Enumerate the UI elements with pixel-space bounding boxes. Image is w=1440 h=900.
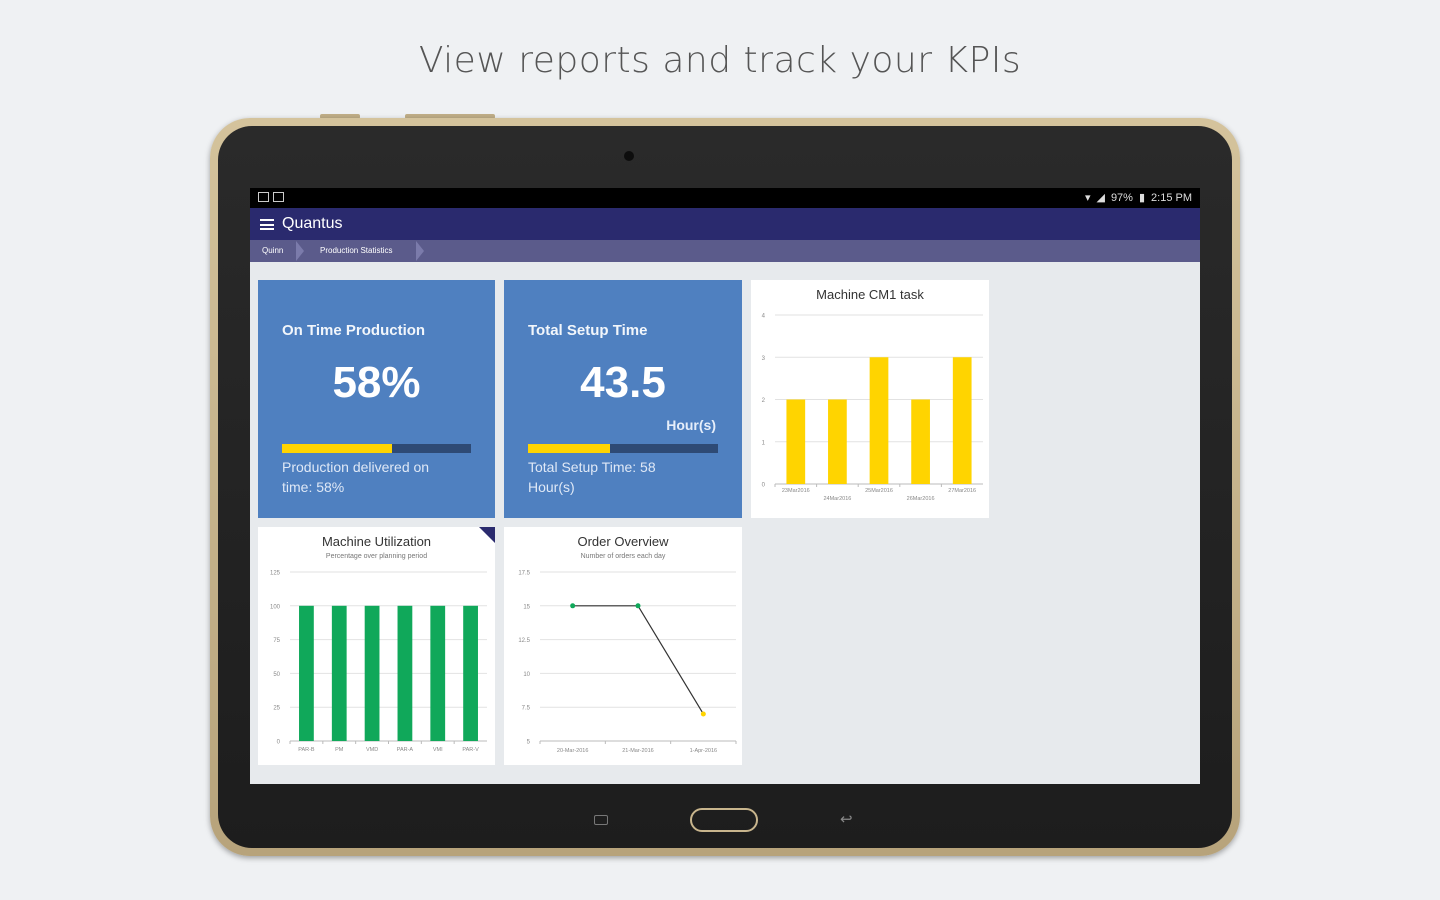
chart-subtitle: Number of orders each day	[580, 553, 666, 560]
recent-apps-icon[interactable]	[594, 815, 608, 825]
chart-card-order-overview[interactable]: Order Overview Number of orders each day…	[504, 527, 742, 765]
corner-flag-icon	[479, 527, 495, 543]
x-tick-label: 20-Mar-2016	[557, 748, 589, 754]
y-tick-label: 3	[762, 356, 766, 362]
kpi-title: On Time Production	[282, 322, 426, 339]
x-tick-label: VMI	[433, 747, 443, 753]
data-point[interactable]	[570, 603, 576, 609]
camera-icon	[624, 151, 634, 161]
y-tick-label: 100	[270, 604, 281, 610]
y-tick-label: 50	[273, 672, 280, 678]
kpi-card-on-time-production[interactable]: On Time Production 58% Production delive…	[258, 280, 495, 518]
app-bar: Quantus	[250, 208, 1200, 240]
kpi-description: Production delivered on time: 58%	[282, 459, 430, 495]
y-tick-label: 10	[523, 672, 530, 678]
y-tick-label: 125	[270, 571, 281, 577]
y-tick-label: 5	[527, 740, 531, 746]
x-tick-label: 25Mar2016	[865, 488, 893, 494]
wifi-icon: ▾	[1084, 192, 1091, 204]
bar[interactable]	[952, 357, 972, 484]
bar[interactable]	[331, 605, 347, 741]
kpi-progress-bar	[528, 444, 718, 453]
data-point[interactable]	[635, 603, 641, 609]
chart-card-machine-utilization[interactable]: Machine Utilization Percentage over plan…	[258, 527, 495, 765]
bar[interactable]	[430, 605, 446, 741]
tablet-volume-button	[320, 114, 360, 119]
bar[interactable]	[786, 399, 806, 485]
y-tick-label: 17.5	[518, 571, 530, 577]
back-arrow-icon[interactable]: ↩	[840, 811, 853, 828]
breadcrumb-item-production-statistics[interactable]: Production Statistics	[320, 246, 393, 255]
y-tick-label: 0	[762, 483, 766, 489]
bar[interactable]	[397, 605, 413, 741]
y-tick-label: 1	[762, 440, 766, 446]
x-tick-label: 23Mar2016	[782, 488, 810, 494]
y-tick-label: 7.5	[522, 706, 531, 712]
tablet-power-button	[405, 114, 495, 119]
x-tick-label: PAR-A	[397, 747, 414, 753]
tablet-screen: ▾ ◢ 97% ▮ 2:15 PM Quantus Quinn Producti…	[250, 188, 1200, 784]
y-tick-label: 12.5	[518, 638, 530, 644]
line-chart-orders: 5 7.5 10 12.5 15 17.5 20-Mar-2016 21-Mar-2016 1-…	[518, 571, 737, 754]
bar[interactable]	[364, 605, 380, 741]
breadcrumb-item-home[interactable]: Quinn	[262, 246, 284, 255]
bar[interactable]	[911, 399, 930, 485]
status-bar: ▾ ◢ 97% ▮ 2:15 PM	[250, 188, 1200, 208]
app-title: Quantus	[282, 215, 343, 232]
status-icons: ▾ ◢ 97% ▮ 2:15 PM	[1084, 191, 1192, 205]
kpi-card-total-setup-time[interactable]: Total Setup Time 43.5 Hour(s) Total Setu…	[504, 280, 742, 518]
bar[interactable]	[299, 605, 314, 741]
menu-icon[interactable]	[260, 219, 274, 230]
message-icon	[273, 192, 284, 202]
notification-icons	[258, 192, 284, 202]
kpi-unit: Hour(s)	[666, 417, 716, 433]
x-tick-label: VMD	[366, 747, 378, 753]
x-tick-label: PAR-B	[298, 747, 315, 753]
signal-icon: ◢	[1096, 192, 1105, 204]
battery-icon: ▮	[1138, 192, 1146, 204]
y-tick-label: 75	[273, 638, 280, 644]
battery-level: 97%	[1110, 191, 1133, 204]
chart-title: Order Overview	[577, 534, 669, 549]
breadcrumb-chevron-icon	[296, 241, 304, 261]
bar[interactable]	[463, 605, 478, 741]
kpi-description: Total Setup Time: 58 Hour(s)	[528, 459, 656, 495]
home-button[interactable]	[690, 808, 758, 832]
kpi-progress-fill	[528, 444, 610, 453]
x-tick-label: 1-Apr-2016	[690, 748, 718, 754]
bar[interactable]	[828, 399, 847, 485]
chart-card-machine-cm1-task[interactable]: Machine CM1 task 0 1 2 3 4 23Mar2016 24Mar2016…	[751, 280, 989, 518]
status-time: 2:15 PM	[1151, 191, 1192, 204]
bar-chart-cm1: 0 1 2 3 4 23Mar2016 24Mar2016 25Mar2016 26Mar201…	[762, 314, 983, 502]
y-tick-label: 15	[523, 604, 530, 610]
x-tick-label: 27Mar2016	[948, 488, 976, 494]
kpi-value: 43.5	[580, 358, 666, 407]
chart-subtitle: Percentage over planning period	[325, 553, 428, 560]
y-tick-label: 4	[762, 314, 766, 320]
series-line	[572, 605, 704, 715]
page-headline: View reports and track your KPIs	[418, 40, 1022, 81]
breadcrumb-chevron-icon	[416, 241, 424, 261]
chart-title: Machine CM1 task	[816, 287, 924, 302]
kpi-progress-fill	[282, 444, 392, 453]
x-tick-label: 21-Mar-2016	[622, 748, 654, 754]
breadcrumb: Quinn Production Statistics	[250, 240, 1200, 262]
y-tick-label: 2	[762, 398, 766, 404]
y-tick-label: 0	[277, 740, 281, 746]
x-tick-label: 24Mar2016	[823, 496, 851, 502]
x-tick-label: PM	[335, 747, 344, 753]
kpi-title: Total Setup Time	[528, 322, 648, 339]
x-tick-label: 26Mar2016	[907, 496, 935, 502]
kpi-progress-bar	[282, 444, 471, 453]
chart-title: Machine Utilization	[321, 534, 432, 549]
gallery-icon	[258, 192, 269, 202]
kpi-value: 58%	[332, 358, 421, 407]
x-tick-label: PAR-V	[462, 747, 479, 753]
data-point[interactable]	[700, 711, 706, 717]
y-tick-label: 25	[273, 706, 280, 712]
bar-chart-utilization: 0 25 50 75 100 125 PAR-B PM VMD PAR-A VMI PAR-V	[270, 571, 487, 753]
bar[interactable]	[869, 357, 889, 484]
